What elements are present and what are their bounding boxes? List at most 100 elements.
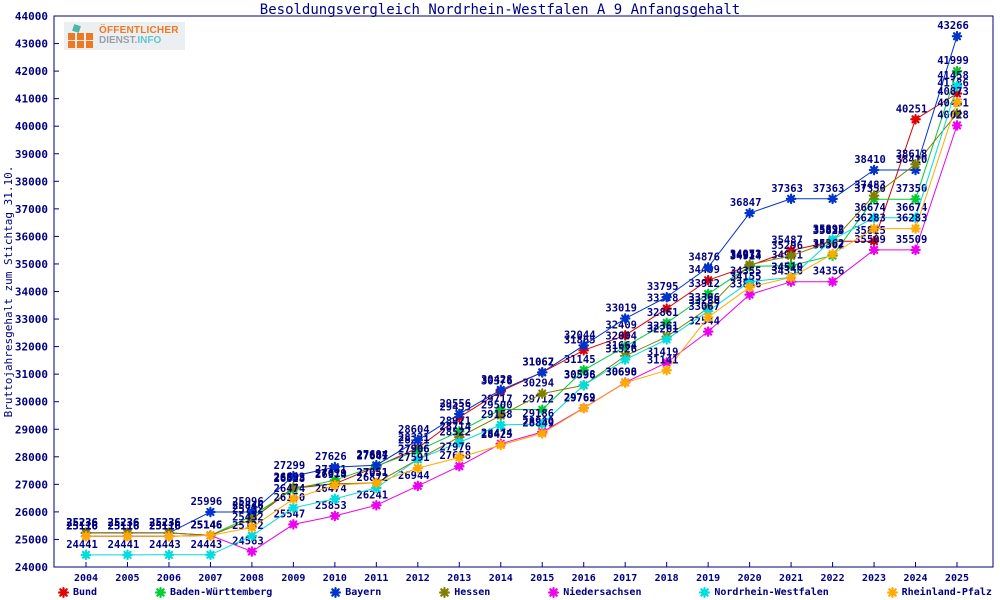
data-point-marker — [661, 291, 672, 303]
data-point-marker — [288, 493, 299, 505]
data-point-marker — [744, 289, 755, 300]
data-point-marker — [122, 530, 133, 542]
data-point-label: 36674 — [854, 202, 886, 214]
data-point-label: 25236 — [66, 517, 98, 529]
y-tick-label: 38000 — [15, 175, 48, 188]
y-axis-label: Bruttojahresgehalt zum Stichtag 31.10. — [2, 166, 15, 418]
legend-marker-icon — [330, 586, 342, 598]
data-point-marker — [661, 334, 672, 345]
data-point-label: 24441 — [108, 539, 140, 551]
data-point-marker — [578, 364, 590, 376]
data-point-label: 28849 — [522, 417, 554, 429]
data-point-label: 29186 — [522, 408, 554, 420]
x-tick-label: 2007 — [198, 573, 222, 584]
data-point-label: 31664 — [605, 340, 637, 352]
data-point-marker — [744, 207, 755, 219]
x-tick-label: 2019 — [696, 573, 720, 584]
legend-item-niedersachsen: Niedersachsen — [548, 586, 641, 598]
data-point-marker — [910, 212, 921, 224]
data-point-label: 41999 — [937, 55, 969, 67]
data-point-marker — [827, 248, 838, 260]
data-point-label: 28474 — [481, 428, 513, 440]
data-point-label: 25236 — [149, 517, 181, 529]
legend-label: Baden-Württemberg — [169, 586, 273, 598]
data-point-label: 34155 — [730, 271, 762, 283]
data-point-label: 25116 — [149, 520, 181, 532]
data-point-marker — [495, 439, 507, 451]
legend-marker-icon — [439, 586, 451, 598]
logo-text: ÖFFENTLICHER DIENST.INFO — [99, 26, 179, 46]
x-tick-label: 2012 — [406, 573, 430, 584]
y-axis: 24000 25000 26000 27000 28000 29000 30000 31000… — [15, 10, 59, 574]
x-tick-label: 2024 — [903, 573, 927, 584]
x-tick-label: 2011 — [364, 573, 388, 584]
legend-item-bund: Bund — [58, 586, 97, 598]
data-point-label: 33795 — [647, 281, 679, 293]
data-point-marker — [453, 452, 465, 463]
data-point-marker — [246, 522, 258, 533]
data-point-label: 37363 — [771, 183, 803, 195]
x-tick-label: 2009 — [281, 573, 305, 584]
series-line-niedersachsen — [86, 125, 958, 553]
y-tick-label: 33000 — [15, 313, 48, 326]
data-point-marker — [495, 410, 507, 421]
data-point-marker — [744, 281, 755, 293]
data-point-marker — [661, 364, 672, 376]
data-point-label: 25236 — [108, 517, 140, 529]
y-tick-label: 40000 — [15, 120, 48, 133]
legend-item-baden-w-rttemberg: Baden-Württemberg — [154, 586, 273, 598]
data-point-label: 25146 — [191, 519, 223, 531]
data-point-label: 28921 — [439, 415, 471, 427]
data-point-marker — [868, 190, 880, 201]
data-point-label: 30428 — [481, 374, 513, 386]
series-line-baden-w-rttemberg — [86, 70, 958, 537]
data-point-label: 40461 — [937, 97, 969, 109]
data-point-marker — [951, 80, 963, 92]
data-point-marker — [578, 340, 590, 351]
data-point-marker — [910, 158, 921, 170]
legend-marker-icon — [154, 586, 166, 598]
data-point-label: 36847 — [730, 197, 762, 209]
data-point-marker — [951, 108, 963, 119]
series-line-bund — [86, 93, 958, 536]
data-point-label: 35509 — [896, 234, 928, 246]
legend: Bund Baden-Württemberg Bayern Hessen Nieders… — [58, 585, 992, 599]
data-point-label: 41458 — [937, 70, 969, 82]
x-tick-label: 2023 — [862, 573, 886, 584]
series-hessen: 25236 25236 25236 25146 25732 26893 27019 27051… — [66, 97, 969, 541]
data-point-label: 25116 — [108, 520, 140, 532]
data-point-marker — [827, 234, 838, 245]
data-point-label: 34914 — [730, 250, 762, 262]
y-tick-label: 37000 — [15, 203, 48, 216]
data-point-label: 25853 — [315, 500, 347, 512]
data-point-label: 34356 — [813, 266, 845, 278]
series-bayern: 25236 25236 25236 25996 25996 27299 27626 27694… — [66, 20, 969, 539]
y-tick-label: 42000 — [15, 65, 48, 78]
data-point-label: 26974 — [315, 469, 347, 481]
data-point-marker — [827, 276, 838, 287]
data-point-label: 35835 — [813, 225, 845, 237]
data-point-label: 25116 — [149, 520, 181, 532]
y-tick-label: 34000 — [15, 286, 48, 299]
data-point-label: 27641 — [357, 451, 389, 463]
y-tick-label: 41000 — [15, 93, 48, 106]
legend-item-nordrhein-westfalen: Nordrhein-Westfalen — [699, 586, 829, 598]
data-point-marker — [122, 549, 133, 561]
legend-label: Nordrhein-Westfalen — [714, 586, 829, 598]
data-point-label: 30690 — [605, 367, 637, 379]
x-tick-label: 2004 — [74, 573, 98, 584]
data-point-label: 25236 — [149, 517, 181, 529]
data-point-marker — [827, 193, 838, 205]
data-point-label: 38410 — [896, 154, 928, 166]
data-point-marker — [536, 367, 548, 378]
data-point-label: 29769 — [564, 392, 596, 404]
data-point-marker — [702, 311, 714, 323]
y-tick-label: 24000 — [15, 561, 48, 574]
data-point-label: 32261 — [647, 323, 679, 335]
x-tick-label: 2010 — [323, 573, 347, 584]
data-point-marker — [329, 510, 341, 522]
data-point-label: 24441 — [66, 539, 98, 551]
plot-border — [53, 15, 994, 568]
data-point-marker — [246, 530, 258, 542]
data-point-label: 29158 — [481, 409, 513, 421]
